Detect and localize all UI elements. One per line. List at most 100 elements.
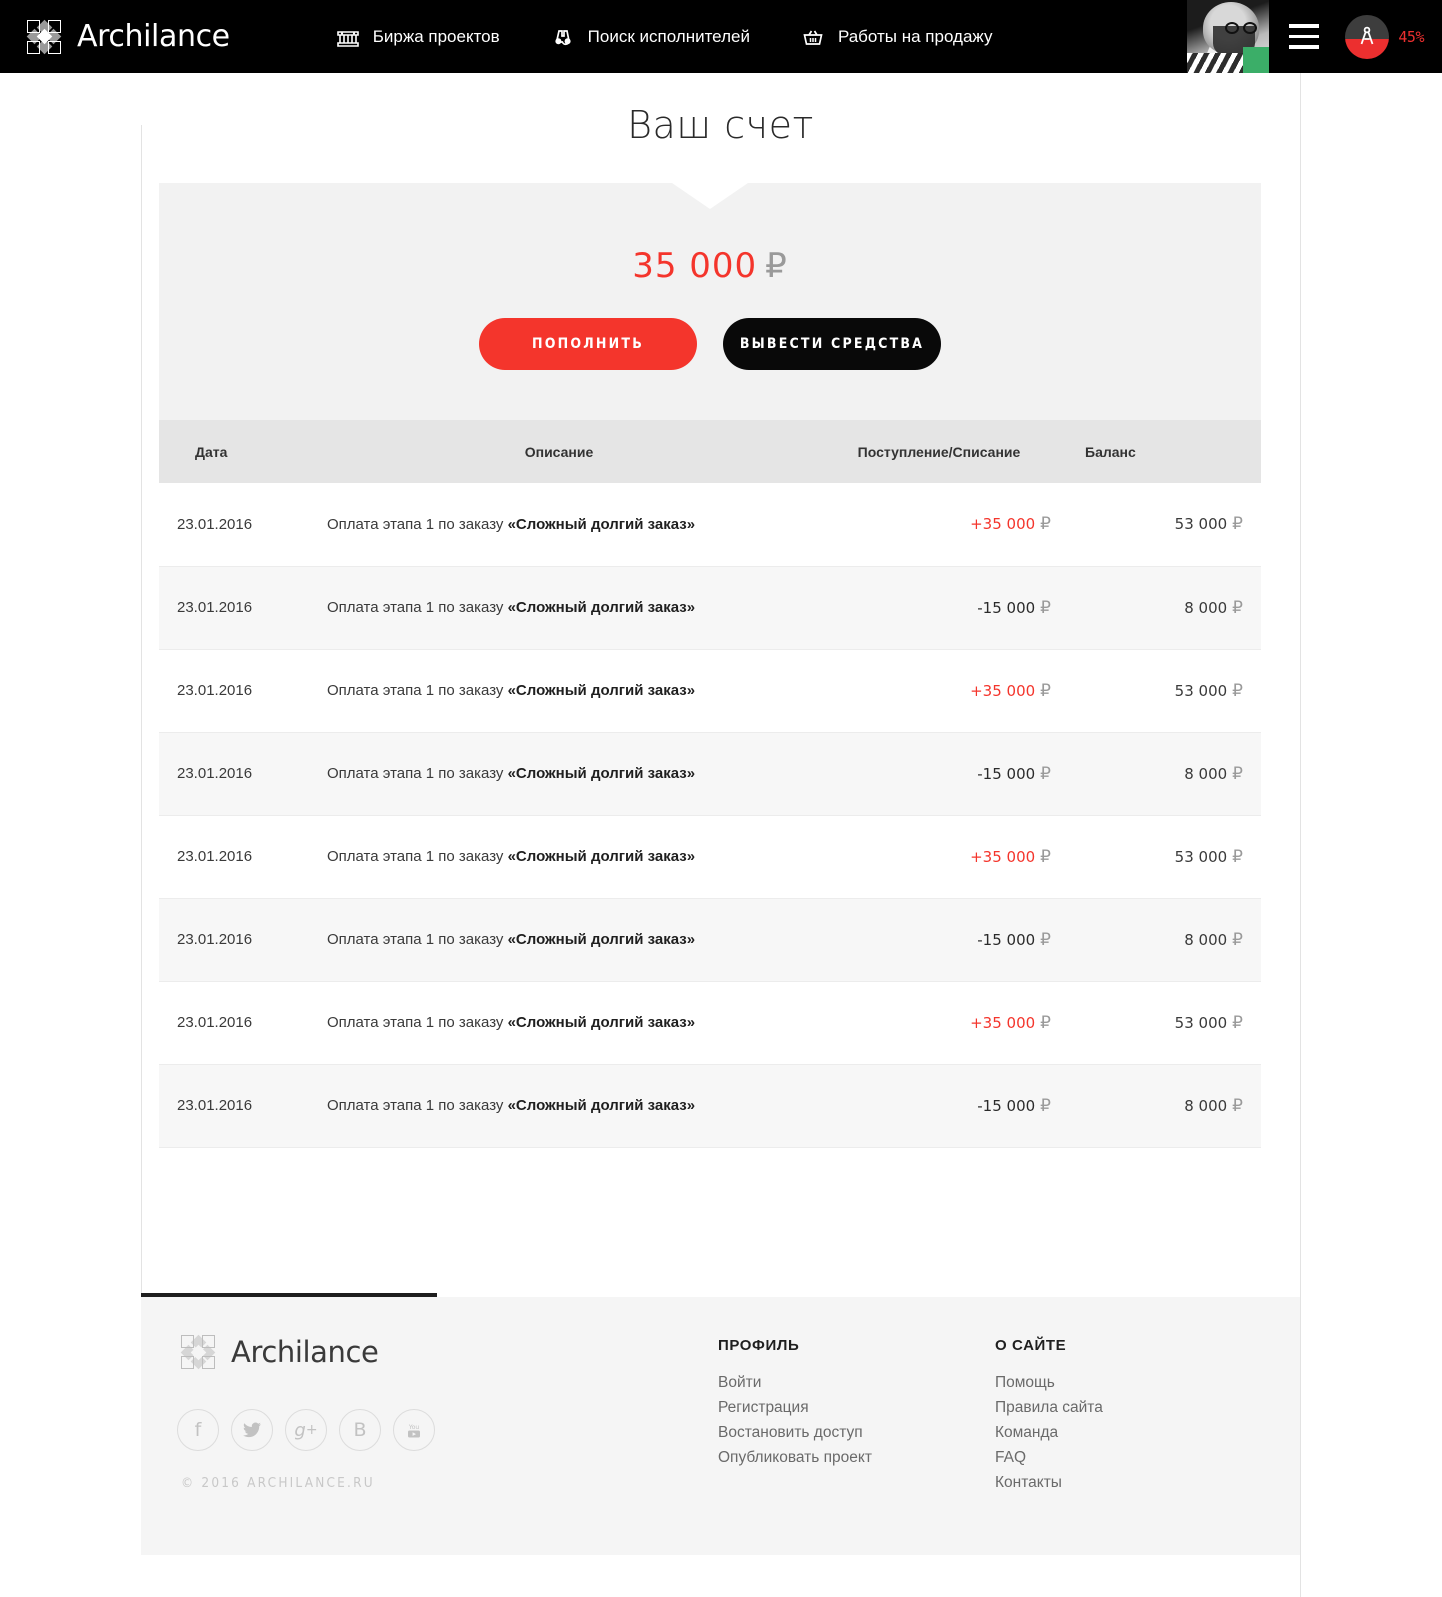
header-right-controls: 45% — [1187, 0, 1442, 73]
table-body: 23.01.2016 Оплата этапа 1 по заказу «Слож… — [159, 483, 1261, 1148]
footer-brand-name: Archilance — [231, 1335, 379, 1369]
compass-divider-icon — [1345, 14, 1390, 59]
balance-value: 53 000 — [1174, 847, 1228, 866]
balance-currency: ₽ — [765, 246, 788, 286]
balance-value: 53 000 — [1174, 681, 1228, 700]
footer-brand-logo[interactable]: Archilance — [180, 1334, 379, 1370]
balance-currency: ₽ — [1232, 763, 1243, 784]
table-row[interactable]: 23.01.2016 Оплата этапа 1 по заказу «Слож… — [159, 732, 1261, 816]
column-header-date[interactable]: Дата — [159, 420, 309, 483]
balance-actions: ПОПОЛНИТЬ ВЫВЕСТИ СРЕДСТВА — [159, 318, 1261, 370]
withdraw-button[interactable]: ВЫВЕСТИ СРЕДСТВА — [723, 318, 941, 370]
balance-value: 8 000 — [1184, 1096, 1228, 1115]
balance-currency: ₽ — [1232, 597, 1243, 618]
amount-currency: ₽ — [1040, 846, 1051, 867]
profile-progress[interactable]: 45% — [1345, 14, 1424, 59]
cell-date: 23.01.2016 — [159, 981, 309, 1065]
nav-label-projects: Биржа проектов — [372, 26, 500, 46]
archilance-logo-icon — [180, 1334, 216, 1370]
amount-value: -15 000 — [977, 764, 1036, 783]
topup-button[interactable]: ПОПОЛНИТЬ — [479, 318, 697, 370]
nav-item-projects[interactable]: Биржа проектов — [335, 25, 500, 49]
desc-order-name: «Сложный долгий заказ» — [507, 1014, 696, 1031]
desc-order-name: «Сложный долгий заказ» — [507, 931, 696, 948]
cell-amount: -15 000 ₽ — [809, 898, 1069, 982]
twitter-icon[interactable] — [231, 1409, 273, 1451]
cell-date: 23.01.2016 — [159, 815, 309, 899]
desc-prefix: Оплата этапа 1 по заказу — [327, 931, 508, 948]
cell-date: 23.01.2016 — [159, 483, 309, 567]
balance-panel: 35 000 ₽ ПОПОЛНИТЬ ВЫВЕСТИ СРЕДСТВА — [159, 183, 1261, 420]
desc-prefix: Оплата этапа 1 по заказу — [327, 1097, 508, 1114]
footer-link[interactable]: Регистрация — [718, 1399, 809, 1416]
amount-currency: ₽ — [1040, 514, 1051, 535]
balance-value: 35 000 — [632, 246, 758, 286]
table-row[interactable]: 23.01.2016 Оплата этапа 1 по заказу «Слож… — [159, 483, 1261, 567]
avatar[interactable] — [1187, 0, 1270, 73]
cell-date: 23.01.2016 — [159, 898, 309, 982]
cell-date: 23.01.2016 — [159, 732, 309, 816]
desc-order-name: «Сложный долгий заказ» — [507, 765, 696, 782]
cell-date: 23.01.2016 — [159, 566, 309, 650]
panel-notch-arrow — [672, 183, 748, 209]
amount-value: +35 000 — [970, 847, 1036, 866]
content-frame-right-rule — [1300, 73, 1301, 1597]
amount-currency: ₽ — [1040, 763, 1051, 784]
column-header-balance[interactable]: Баланс — [1069, 420, 1261, 483]
desc-prefix: Оплата этапа 1 по заказу — [327, 599, 508, 616]
copyright-text: © 2016 ARCHILANCE.RU — [181, 1475, 375, 1491]
table-row[interactable]: 23.01.2016 Оплата этапа 1 по заказу «Слож… — [159, 898, 1261, 982]
cell-amount: +35 000 ₽ — [809, 483, 1069, 567]
footer-link[interactable]: Команда — [995, 1424, 1059, 1441]
cell-description: Оплата этапа 1 по заказу «Сложный долгий… — [309, 815, 809, 899]
cell-amount: -15 000 ₽ — [809, 1064, 1069, 1148]
footer-column-profile: ПРОФИЛЬ Войти Регистрация Востановить дост… — [718, 1337, 872, 1474]
desc-order-name: «Сложный долгий заказ» — [507, 515, 696, 533]
youtube-icon[interactable]: You — [393, 1409, 435, 1451]
main-nav: Биржа проектов Поиск исполнителей — [335, 25, 1043, 49]
balance-value: 8 000 — [1184, 764, 1228, 783]
footer-link[interactable]: FAQ — [995, 1449, 1027, 1466]
nav-item-works-for-sale[interactable]: Работы на продажу — [800, 25, 992, 49]
table-row[interactable]: 23.01.2016 Оплата этапа 1 по заказу «Слож… — [159, 815, 1261, 899]
cell-description: Оплата этапа 1 по заказу «Сложный долгий… — [309, 649, 809, 733]
amount-value: -15 000 — [977, 930, 1036, 949]
column-header-amount[interactable]: Поступление/Списание — [809, 420, 1069, 483]
google-plus-icon[interactable]: g + — [285, 1409, 327, 1451]
footer-link[interactable]: Востановить доступ — [718, 1424, 863, 1441]
social-links: f g + B You — [177, 1409, 435, 1451]
amount-value: +35 000 — [970, 681, 1036, 700]
nav-label-freelancers: Поиск исполнителей — [587, 26, 750, 46]
desc-order-name: «Сложный долгий заказ» — [507, 1097, 696, 1114]
bank-building-icon — [335, 25, 361, 49]
amount-value: -15 000 — [977, 1096, 1036, 1115]
table-row[interactable]: 23.01.2016 Оплата этапа 1 по заказу «Слож… — [159, 566, 1261, 650]
hamburger-menu-icon[interactable] — [1269, 0, 1339, 73]
vk-icon[interactable]: B — [339, 1409, 381, 1451]
footer-link[interactable]: Помощь — [995, 1374, 1055, 1391]
footer-link[interactable]: Контакты — [995, 1474, 1062, 1491]
cell-amount: +35 000 ₽ — [809, 649, 1069, 733]
footer-top-rule — [141, 1293, 437, 1297]
balance-value: 53 000 — [1174, 515, 1228, 534]
footer-link[interactable]: Правила сайта — [995, 1399, 1103, 1416]
brand-logo[interactable]: Archilance — [26, 19, 230, 54]
table-row[interactable]: 23.01.2016 Оплата этапа 1 по заказу «Слож… — [159, 649, 1261, 733]
binoculars-icon — [550, 25, 576, 49]
table-row[interactable]: 23.01.2016 Оплата этапа 1 по заказу «Слож… — [159, 981, 1261, 1065]
amount-value: -15 000 — [977, 598, 1036, 617]
balance-currency: ₽ — [1232, 929, 1243, 950]
cell-description: Оплата этапа 1 по заказу «Сложный долгий… — [309, 483, 809, 567]
facebook-icon[interactable]: f — [177, 1409, 219, 1451]
nav-item-freelancers[interactable]: Поиск исполнителей — [550, 25, 750, 49]
cell-description: Оплата этапа 1 по заказу «Сложный долгий… — [309, 898, 809, 982]
table-row[interactable]: 23.01.2016 Оплата этапа 1 по заказу «Слож… — [159, 1064, 1261, 1148]
footer-link[interactable]: Войти — [718, 1374, 762, 1391]
cell-amount: -15 000 ₽ — [809, 732, 1069, 816]
amount-currency: ₽ — [1040, 929, 1051, 950]
column-header-description[interactable]: Описание — [309, 420, 809, 483]
desc-prefix: Оплата этапа 1 по заказу — [327, 1014, 508, 1031]
footer-link[interactable]: Опубликовать проект — [718, 1449, 872, 1466]
svg-text:You: You — [408, 1424, 420, 1431]
